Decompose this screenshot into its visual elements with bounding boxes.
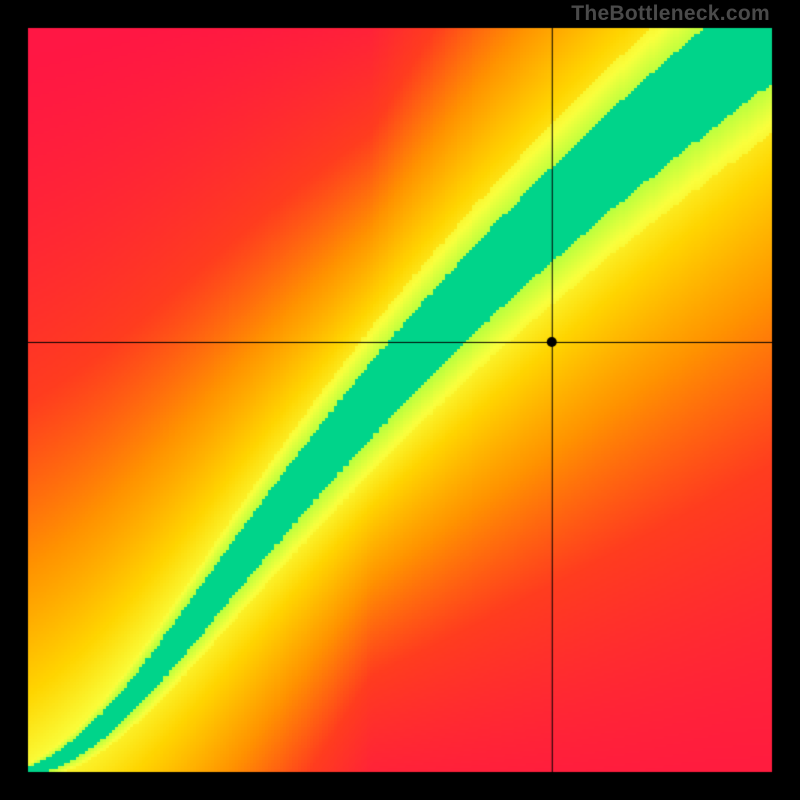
watermark-text: TheBottleneck.com bbox=[571, 2, 770, 26]
chart-container: { "chart": { "type": "heatmap", "canvas_… bbox=[0, 0, 800, 800]
bottleneck-heatmap bbox=[0, 0, 800, 800]
